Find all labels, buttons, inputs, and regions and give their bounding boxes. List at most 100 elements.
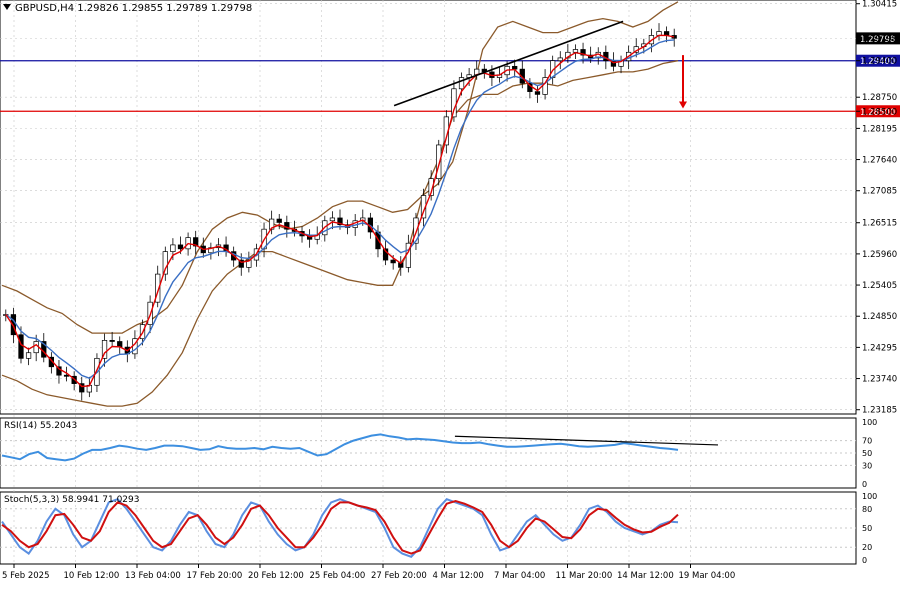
rsi-indicator: 100 70 50 30 0 (0, 418, 877, 489)
price-tick-label: 1.30415 (862, 0, 897, 10)
candle-body (155, 273, 161, 303)
candle-body (246, 259, 252, 268)
support-trendline (393, 20, 624, 107)
time-tick-label: 5 Feb 2025 (2, 571, 50, 581)
level-tag-1.28500 (856, 105, 900, 118)
candle-body (193, 237, 199, 247)
candle-body (519, 68, 525, 84)
price-tick-label: 1.23185 (862, 406, 897, 416)
time-tick-label: 7 Mar 04:00 (494, 571, 545, 581)
candle-body (284, 222, 290, 230)
ema-slow-line (5, 39, 675, 379)
price-tick-label: 1.25405 (862, 281, 897, 291)
rsi-divergence-line (454, 435, 719, 446)
indicator-tick-label: 30 (862, 461, 872, 470)
price-tick-label: 1.28195 (862, 124, 897, 134)
bollinger-lower (1, 60, 679, 407)
stoch-panel-frame (0, 491, 857, 565)
indicator-tick-label: 20 (862, 543, 872, 552)
current-price-label: 1.29798 (860, 35, 895, 45)
candle-body (390, 259, 396, 264)
candle-body (170, 244, 176, 252)
candle-body (56, 366, 62, 376)
time-tick-label: 20 Feb 12:00 (248, 571, 304, 581)
rsi-panel-frame (0, 417, 857, 489)
time-tick-label: 27 Feb 20:00 (371, 571, 427, 581)
ema-fast-line (5, 34, 675, 388)
price-tick-label: 1.24850 (862, 312, 897, 322)
candle-body (580, 49, 586, 56)
candle-body (306, 235, 313, 240)
time-tick-label: 13 Feb 04:00 (125, 571, 181, 581)
time-tick-label: 11 Mar 20:00 (556, 571, 613, 581)
level-tag-1.29400 (856, 54, 900, 67)
candle-body (238, 259, 244, 268)
down-arrow-head-icon (679, 101, 687, 109)
indicator-tick-label: 0 (862, 480, 867, 489)
grid-lines (0, 0, 856, 564)
price-tick-label: 1.27640 (862, 156, 897, 166)
symbol-header: GBPUSD,H4 1.29826 1.29855 1.29789 1.2979… (15, 3, 252, 14)
candle-body (534, 91, 541, 95)
menu-triangle-icon[interactable] (3, 4, 11, 10)
candle-body (572, 49, 579, 53)
candle-body (109, 340, 115, 342)
candle-body (25, 352, 32, 359)
candle-body (557, 57, 563, 62)
rsi-title: RSI(14) 55.2043 (4, 421, 77, 431)
price-axis: 1.30415 1.29798 1.29400 1.28750 1.28500 1.281… (856, 0, 897, 416)
price-tick-label: 1.27085 (862, 187, 897, 197)
level-tag-label: 1.29400 (860, 57, 895, 67)
current-price-tag (856, 32, 900, 45)
bollinger-upper (1, 1, 679, 334)
candle-body (162, 251, 168, 275)
stoch-signal-line (1, 500, 679, 555)
indicator-tick-label: 100 (862, 492, 877, 501)
time-axis: 5 Feb 2025 10 Feb 12:00 13 Feb 04:00 17 Feb… (2, 564, 735, 581)
candle-body (458, 77, 465, 90)
indicator-tick-label: 0 (862, 556, 867, 565)
candle-body (276, 218, 282, 223)
trend-annotations (393, 20, 687, 109)
candle-body (63, 374, 70, 377)
price-series (3, 23, 677, 401)
horizontal-levels: 1.29400 1.28500 1.29798 (0, 32, 900, 118)
price-tick-label: 1.29400 (862, 57, 897, 67)
stoch-title: Stoch(5,3,3) 58.9941 71.0293 (4, 495, 139, 505)
bollinger-bands (1, 1, 679, 407)
candle-body (512, 65, 518, 70)
indicator-tick-label: 50 (862, 449, 872, 458)
candle-body (177, 244, 184, 250)
rsi-line (1, 433, 679, 462)
candle-body (18, 334, 24, 359)
candle-body (428, 178, 434, 196)
price-tick-label: 1.26515 (862, 219, 897, 229)
indicator-tick-label: 80 (862, 505, 872, 514)
candle-body (382, 248, 389, 261)
price-tick-label: 1.25960 (862, 250, 897, 260)
stochastic-indicator: 100 80 50 20 0 (0, 492, 877, 565)
time-tick-label: 17 Feb 20:00 (187, 571, 243, 581)
time-tick-label: 4 Mar 12:00 (433, 571, 484, 581)
candle-body (451, 88, 457, 118)
price-tick-label: 1.28500 (862, 107, 897, 117)
candle-body (436, 144, 442, 179)
time-tick-label: 14 Mar 12:00 (617, 571, 674, 581)
indicator-tick-label: 70 (862, 437, 872, 446)
candle-body (337, 217, 343, 226)
candle-body (79, 383, 85, 393)
indicator-tick-label: 100 (862, 418, 877, 427)
time-tick-label: 19 Mar 04:00 (679, 571, 736, 581)
level-tag-label: 1.28500 (860, 108, 895, 118)
price-tick-label: 1.29798 (862, 34, 897, 44)
indicator-tick-label: 50 (862, 524, 872, 533)
price-tick-label: 1.24295 (862, 343, 897, 353)
time-tick-label: 10 Feb 12:00 (64, 571, 120, 581)
candle-body (101, 340, 108, 359)
stoch-main-line (1, 498, 679, 558)
price-tick-label: 1.28750 (862, 93, 897, 103)
time-tick-label: 25 Feb 04:00 (310, 571, 366, 581)
main-panel-frame (0, 0, 857, 415)
